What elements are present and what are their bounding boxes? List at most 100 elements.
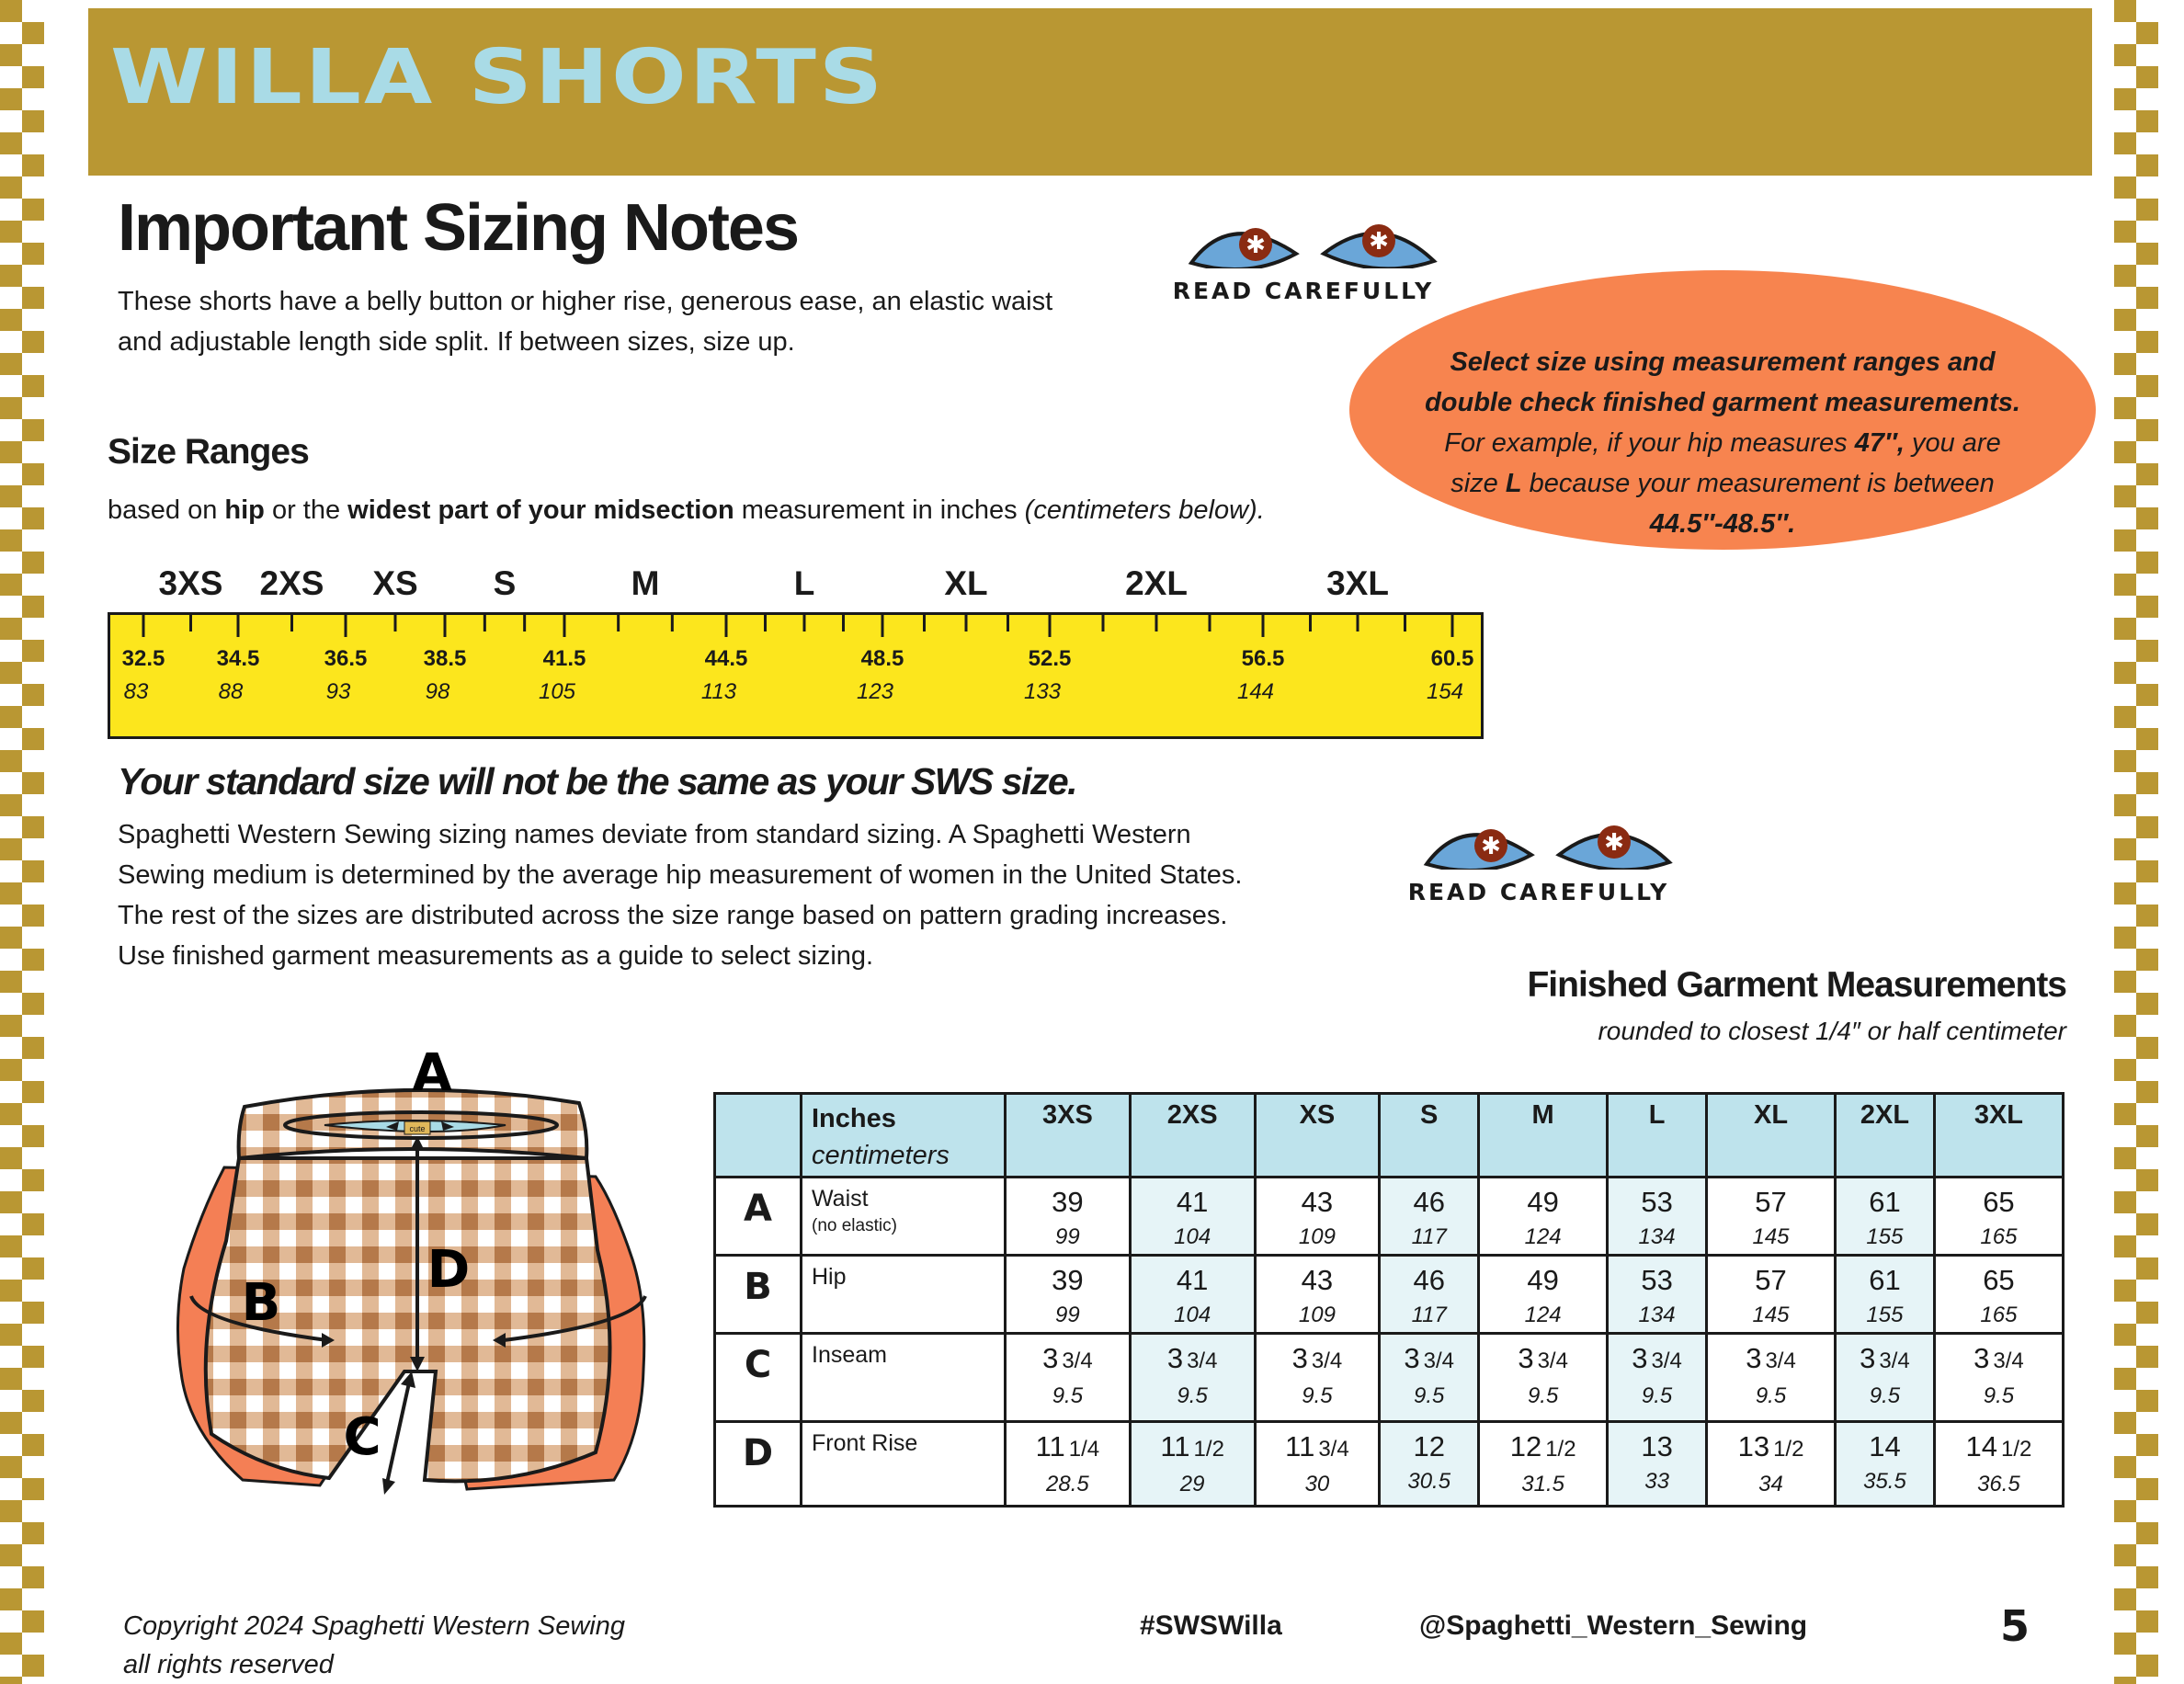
callout-line-4a: size bbox=[1450, 469, 1506, 498]
measurement-cell: 49 124 bbox=[1477, 1176, 1610, 1257]
checker-square bbox=[22, 1346, 44, 1368]
checker-square bbox=[2114, 1059, 2136, 1081]
checker-square bbox=[22, 110, 44, 132]
inch-whole: 57 bbox=[1755, 1186, 1787, 1218]
measurement-cell: 53 134 bbox=[1606, 1254, 1708, 1335]
checker-square bbox=[22, 772, 44, 794]
measurement-cell: 43 109 bbox=[1253, 1254, 1382, 1335]
inch-whole: 39 bbox=[1052, 1264, 1084, 1296]
checker-square bbox=[0, 882, 22, 905]
diagram-label-c: C bbox=[343, 1407, 381, 1467]
size-label: 3XS bbox=[158, 564, 223, 602]
cm-value: 31.5 bbox=[1521, 1472, 1564, 1496]
diagram-label-b: B bbox=[242, 1273, 281, 1333]
cm-value: 155 bbox=[1866, 1224, 1904, 1249]
finished-measurements-title: Finished Garment Measurements bbox=[1527, 965, 2067, 1005]
checker-square bbox=[22, 507, 44, 529]
checker-square bbox=[2136, 1302, 2158, 1324]
inch-whole: 39 bbox=[1052, 1186, 1084, 1218]
title-banner: WILLA SHORTS bbox=[88, 8, 2092, 176]
checker-square bbox=[2114, 132, 2136, 154]
cm-value: 30 bbox=[1304, 1472, 1330, 1496]
measurement-cell: 43 109 bbox=[1253, 1176, 1382, 1257]
cm-value: 9.5 bbox=[1052, 1383, 1084, 1408]
checker-square bbox=[22, 154, 44, 176]
checker-square bbox=[2114, 88, 2136, 110]
desc-c: or the bbox=[264, 495, 348, 525]
ruler-ticks bbox=[142, 615, 1454, 637]
checker-square bbox=[0, 1059, 22, 1081]
checker-square bbox=[2136, 772, 2158, 794]
cm-value: 35.5 bbox=[1863, 1469, 1906, 1494]
inch-value: 14 bbox=[1837, 1430, 1933, 1463]
inch-whole: 65 bbox=[1983, 1186, 2015, 1218]
checker-square bbox=[2114, 0, 2136, 22]
checker-square bbox=[2136, 684, 2158, 706]
ruler-cm-value: 105 bbox=[538, 679, 576, 704]
row-label: Inseam bbox=[812, 1342, 887, 1368]
checker-square bbox=[0, 706, 22, 728]
inch-fraction: 1/2 bbox=[2000, 1437, 2032, 1462]
cm-value: 30.5 bbox=[1407, 1469, 1451, 1494]
checker-square bbox=[22, 1169, 44, 1191]
inch-value: 65 bbox=[1936, 1264, 2062, 1297]
inch-whole: 3 bbox=[1974, 1342, 1990, 1374]
checker-square bbox=[0, 1412, 22, 1434]
measurement-cell: 49 124 bbox=[1477, 1254, 1610, 1335]
row-letter: A bbox=[713, 1176, 802, 1257]
checker-square bbox=[0, 353, 22, 375]
checker-square bbox=[2114, 750, 2136, 772]
inch-whole: 12 bbox=[1509, 1430, 1542, 1462]
checker-square bbox=[22, 949, 44, 971]
size-label: 2XS bbox=[259, 564, 324, 602]
checker-square bbox=[0, 927, 22, 949]
inch-whole: 3 bbox=[1860, 1342, 1876, 1374]
measurement-cell: 39 99 bbox=[1004, 1254, 1132, 1335]
checker-square bbox=[22, 1390, 44, 1412]
measurement-cell: 11 1/2 29 bbox=[1128, 1420, 1257, 1508]
ruler-cm-value: 113 bbox=[700, 679, 737, 704]
inch-value: 3 3/4 bbox=[1007, 1342, 1129, 1378]
checker-square bbox=[2114, 397, 2136, 419]
measurement-cell: 61 155 bbox=[1834, 1176, 1936, 1257]
inch-whole: 14 bbox=[1965, 1430, 1997, 1462]
cm-value: 36.5 bbox=[1977, 1472, 2020, 1496]
checker-square bbox=[2114, 309, 2136, 331]
measurement-cell: 11 1/4 28.5 bbox=[1004, 1420, 1132, 1508]
copyright: Copyright 2024 Spaghetti Western Sewing … bbox=[123, 1607, 625, 1684]
measurement-cell: 3 3/4 9.5 bbox=[1932, 1332, 2065, 1423]
diagram-tag: cute bbox=[409, 1124, 425, 1133]
checker-square bbox=[0, 176, 22, 199]
measurement-cell: 61 155 bbox=[1834, 1254, 1936, 1335]
cm-value: 29 bbox=[1179, 1472, 1205, 1496]
inch-whole: 61 bbox=[1869, 1264, 1901, 1296]
checker-square bbox=[0, 971, 22, 993]
inch-whole: 12 bbox=[1413, 1430, 1445, 1462]
checker-square bbox=[2114, 971, 2136, 993]
inch-whole: 65 bbox=[1983, 1264, 2015, 1296]
checker-square bbox=[22, 1037, 44, 1059]
shorts-diagram: cute A B D C bbox=[164, 1043, 678, 1544]
checker-square bbox=[22, 728, 44, 750]
measurement-cell: 65 165 bbox=[1932, 1176, 2065, 1257]
inch-fraction: 3/4 bbox=[1318, 1437, 1349, 1462]
row-label-cell: Front Rise bbox=[800, 1420, 1007, 1508]
copyright-line-1: Copyright 2024 Spaghetti Western Sewing bbox=[123, 1611, 625, 1641]
checker-square bbox=[2136, 287, 2158, 309]
checker-square bbox=[2136, 154, 2158, 176]
checker-square bbox=[2114, 1324, 2136, 1346]
row-note: (no elastic) bbox=[812, 1216, 897, 1235]
checker-square bbox=[0, 1368, 22, 1390]
explanation-line-3: The rest of the sizes are distributed ac… bbox=[118, 901, 1228, 930]
checker-square bbox=[22, 66, 44, 88]
checker-square bbox=[2136, 1257, 2158, 1280]
checker-square bbox=[2136, 507, 2158, 529]
inch-fraction: 3/4 bbox=[1187, 1348, 1218, 1373]
cm-value: 9.5 bbox=[1869, 1383, 1901, 1408]
checker-square bbox=[2136, 860, 2158, 882]
checker-square bbox=[22, 684, 44, 706]
checker-square bbox=[2136, 640, 2158, 662]
inch-value: 61 bbox=[1837, 1264, 1933, 1297]
measurement-cell: 3 3/4 9.5 bbox=[1704, 1332, 1837, 1423]
desc-f: (centimeters below). bbox=[1024, 495, 1265, 525]
